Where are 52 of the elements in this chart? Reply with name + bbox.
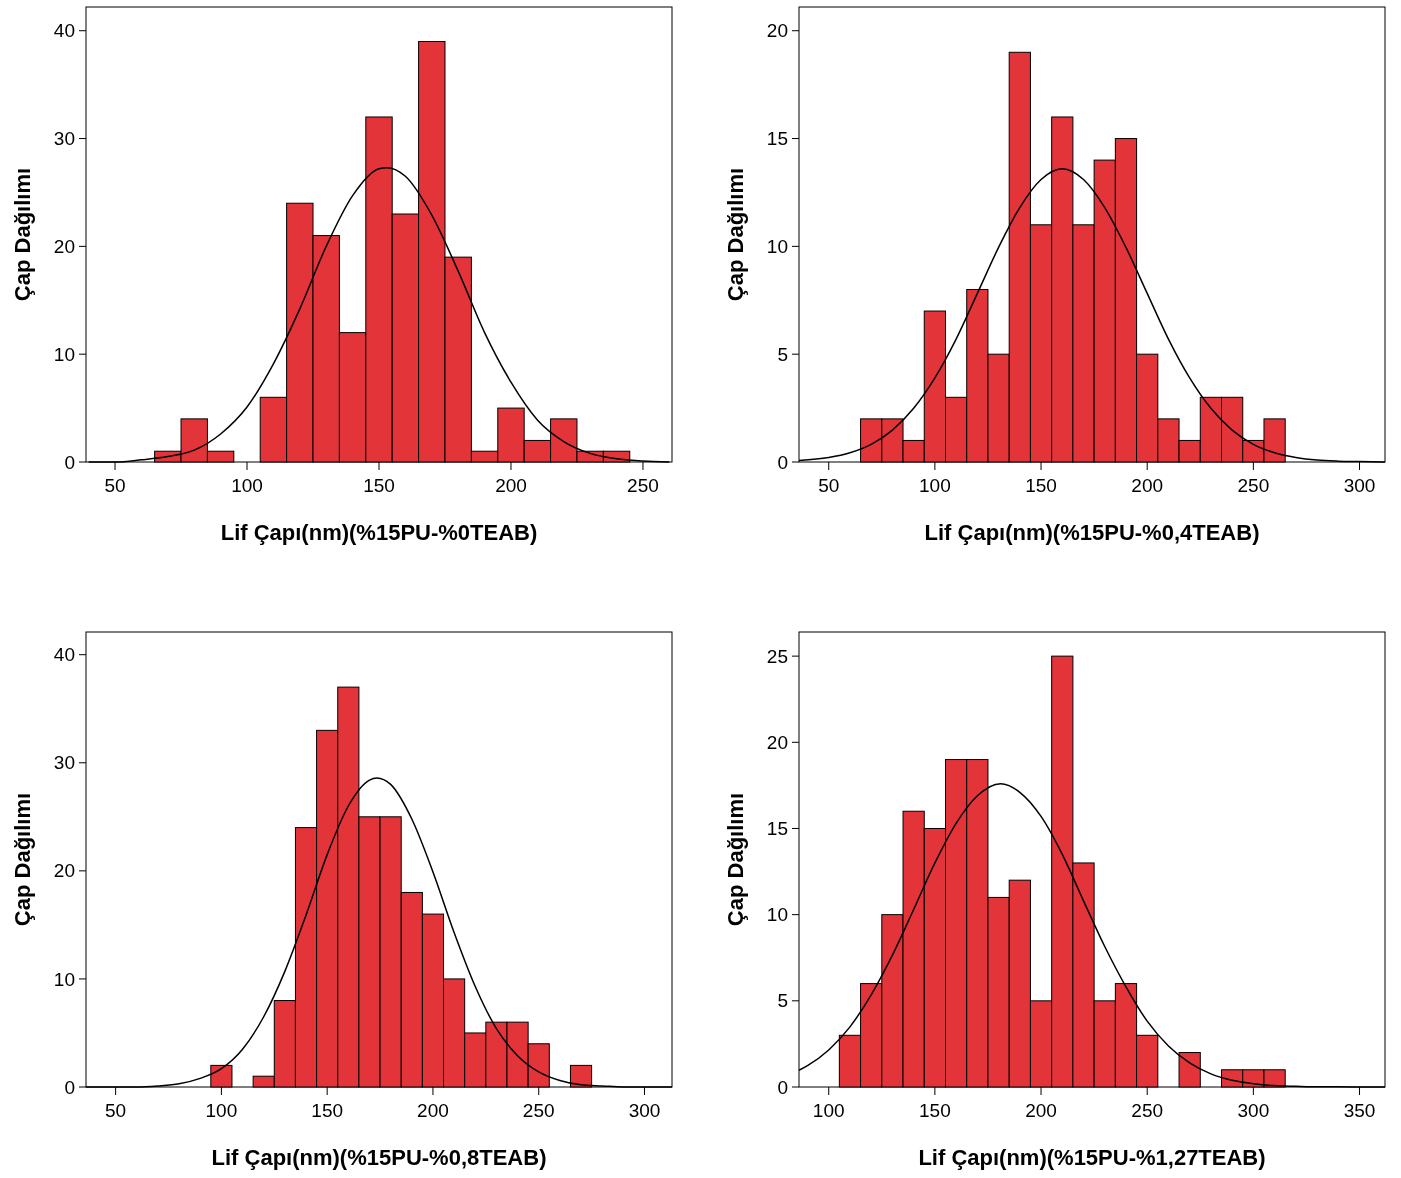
y-tick-label: 30 (53, 752, 75, 774)
x-tick-label: 150 (363, 475, 395, 496)
x-tick-label: 150 (919, 1100, 951, 1121)
y-tick-label: 0 (777, 1076, 788, 1098)
y-axis-title: Çap Dağılımı (723, 167, 748, 302)
x-axis-title: Lif Çapı(nm)(%15PU-%0TEAB) (220, 520, 538, 545)
x-tick-label: 100 (205, 1100, 238, 1121)
x-tick-label: 50 (104, 475, 126, 496)
x-tick-label: 50 (818, 475, 840, 496)
x-tick-label: 300 (628, 1100, 661, 1121)
y-tick-label: 20 (766, 20, 788, 42)
y-tick-label: 40 (53, 644, 75, 666)
y-tick-label: 10 (766, 904, 788, 926)
x-tick-label: 100 (812, 1100, 845, 1121)
y-tick-label: 5 (777, 990, 788, 1012)
y-tick-label: 25 (766, 645, 788, 667)
x-tick-label: 250 (627, 475, 659, 496)
y-tick-label: 10 (53, 968, 75, 990)
y-tick-label: 30 (53, 128, 75, 150)
x-axis-title: Lif Çapı(nm)(%15PU-%0,8TEAB) (211, 1145, 547, 1170)
x-axis-title: Lif Çapı(nm)(%15PU-%0,4TEAB) (924, 520, 1260, 545)
x-tick-label: 200 (417, 1100, 449, 1121)
x-tick-label: 300 (1237, 1100, 1270, 1121)
x-tick-label: 250 (522, 1100, 555, 1121)
y-tick-label: 10 (53, 343, 75, 365)
y-tick-label: 40 (53, 20, 75, 42)
x-axis-title: Lif Çapı(nm)(%15PU-%1,27TEAB) (918, 1145, 1266, 1170)
x-tick-label: 250 (1131, 1100, 1164, 1121)
x-tick-label: 350 (1343, 1100, 1376, 1121)
y-tick-label: 10 (766, 236, 788, 258)
x-tick-label: 150 (1025, 475, 1057, 496)
y-tick-label: 20 (53, 860, 75, 882)
x-tick-label: 300 (1343, 475, 1376, 496)
x-tick-label: 100 (231, 475, 263, 496)
y-axis-title: Çap Dağılımı (10, 792, 35, 927)
y-tick-label: 0 (64, 451, 75, 473)
x-tick-label: 200 (495, 475, 527, 496)
x-tick-label: 200 (1131, 475, 1164, 496)
y-tick-label: 15 (766, 818, 788, 840)
y-tick-label: 15 (766, 128, 788, 150)
y-tick-label: 0 (64, 1076, 75, 1098)
x-tick-label: 50 (105, 1100, 127, 1121)
x-tick-label: 100 (919, 475, 951, 496)
x-tick-label: 150 (311, 1100, 344, 1121)
y-tick-label: 5 (777, 343, 788, 365)
y-tick-label: 0 (777, 451, 788, 473)
x-tick-label: 200 (1025, 1100, 1057, 1121)
y-axis-title: Çap Dağılımı (10, 167, 35, 302)
y-tick-label: 20 (766, 731, 788, 753)
x-tick-label: 250 (1237, 475, 1270, 496)
y-tick-label: 20 (53, 236, 75, 258)
y-axis-title: Çap Dağılımı (723, 792, 748, 927)
